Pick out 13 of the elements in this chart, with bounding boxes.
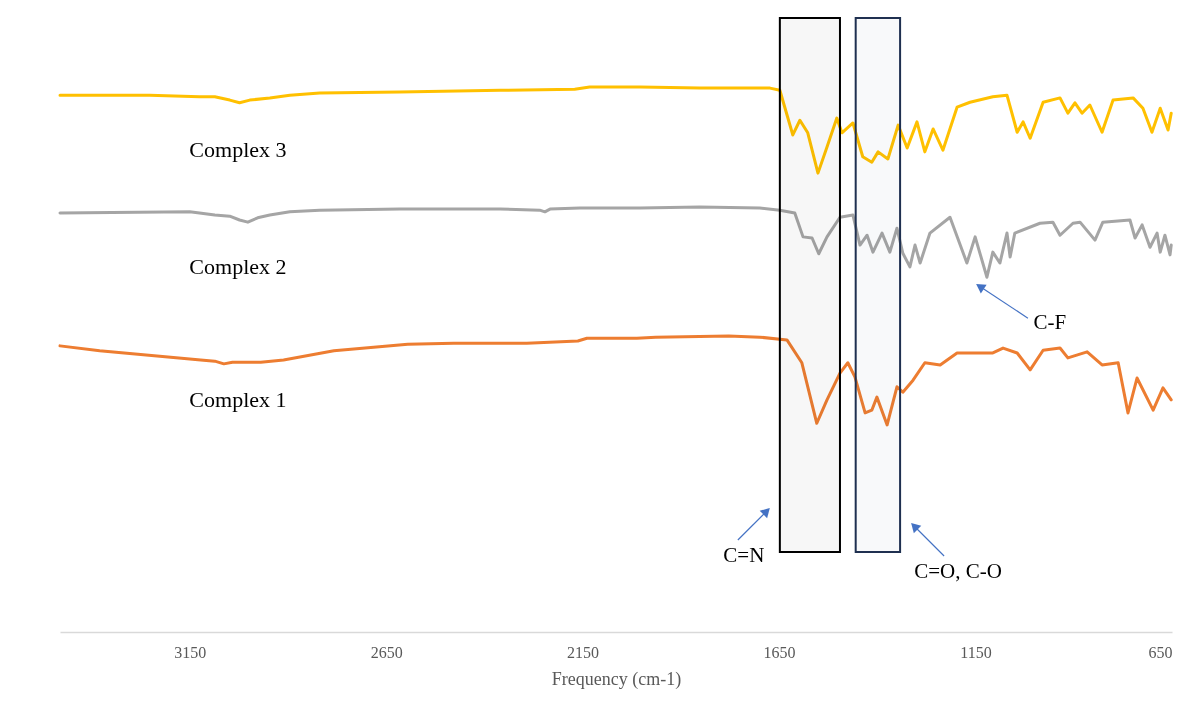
series-label: Complex 1 (189, 387, 287, 413)
x-axis-title: Frequency (cm-1) (551, 668, 682, 690)
series-label: Complex 3 (189, 136, 287, 162)
band-label: C=O, C-O (914, 559, 1002, 583)
x-tick-label: 3150 (174, 643, 207, 661)
annotation: C-F (1033, 310, 1067, 335)
x-tick-label: 2650 (370, 643, 403, 661)
x-tick-label: 650 (1148, 643, 1173, 661)
x-tick-label: 2150 (567, 643, 600, 661)
x-tick-label: 1650 (763, 643, 796, 661)
x-tick-label: 1150 (960, 643, 992, 661)
band-label: C=N (723, 543, 765, 567)
series-label: Complex 2 (189, 254, 287, 280)
